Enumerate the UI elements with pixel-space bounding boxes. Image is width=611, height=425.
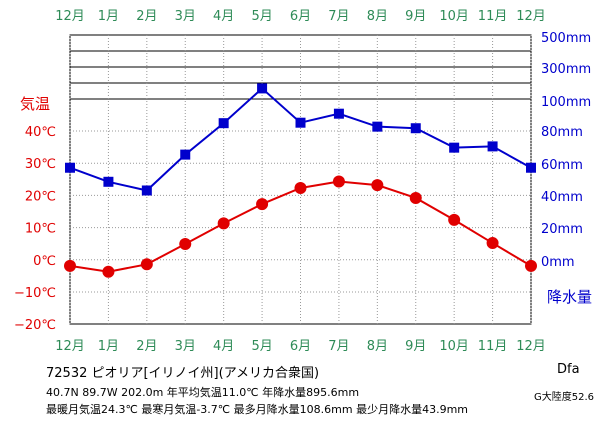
precipitation-axis: 500mm 300mm 100mm 80mm 60mm 40mm 20mm 0mm <box>541 31 591 270</box>
precipitation-point <box>257 83 268 94</box>
precipitation-point <box>372 121 383 132</box>
temperature-point <box>64 259 76 272</box>
precipitation-point <box>218 118 229 129</box>
month-label-bottom: 9月 <box>405 339 426 354</box>
precipitation-tick: 100mm <box>541 95 591 110</box>
station-stats-line2: 最暖月気温24.3℃ 最寒月気温-3.7℃ 最多月降水量108.6mm 最少月降… <box>46 403 468 416</box>
temperature-point <box>102 265 115 278</box>
precipitation-point <box>65 162 75 173</box>
month-label-bottom: 11月 <box>478 339 508 354</box>
precipitation-point <box>103 176 114 187</box>
precipitation-tick: 300mm <box>541 62 591 77</box>
continentality-index: G大陸度52.6 <box>534 392 595 403</box>
month-label-top: 11月 <box>478 9 508 24</box>
month-label-bottom: 12月 <box>55 339 85 354</box>
month-label-bottom: 6月 <box>290 339 311 354</box>
month-label-top: 6月 <box>290 9 311 24</box>
month-label-top: 4月 <box>213 9 234 24</box>
temperature-point <box>179 238 192 251</box>
temperature-tick: 30℃ <box>25 157 56 172</box>
month-label-top: 3月 <box>175 9 196 24</box>
precipitation-line <box>69 87 532 192</box>
temperature-point <box>140 258 153 271</box>
temperature-tick: 40℃ <box>25 125 56 140</box>
climate-code: Dfa <box>557 362 580 377</box>
temperature-point <box>486 237 499 250</box>
temperature-point <box>256 198 269 211</box>
precipitation-tick: 20mm <box>541 222 583 237</box>
month-label-top: 7月 <box>328 9 349 24</box>
precipitation-axis-label: 降水量 <box>547 288 592 306</box>
temperature-series <box>64 175 537 278</box>
precipitation-tick: 500mm <box>541 31 591 46</box>
station-name: 72532 ピオリア[イリノイ州](アメリカ合衆国) <box>46 366 320 381</box>
month-axis-bottom: 12月 1月 2月 3月 4月 5月 6月 7月 8月 9月 10月 11月 12月 <box>55 339 546 354</box>
precipitation-point <box>526 162 536 173</box>
temperature-tick: 10℃ <box>25 222 56 237</box>
temperature-point <box>332 175 345 188</box>
month-label-bottom: 7月 <box>328 339 349 354</box>
precipitation-tick: 40mm <box>541 190 583 205</box>
temperature-point <box>371 179 384 192</box>
precipitation-tick: 60mm <box>541 158 583 173</box>
temperature-tick: −10℃ <box>14 286 56 301</box>
month-label-top: 1月 <box>98 9 119 24</box>
station-stats-line1: 40.7N 89.7W 202.0m 年平均気温11.0℃ 年降水量895.6m… <box>46 386 360 399</box>
temperature-point <box>217 217 230 230</box>
precipitation-tick: 80mm <box>541 125 583 140</box>
month-label-bottom: 5月 <box>251 339 272 354</box>
temperature-tick: 20℃ <box>25 189 56 204</box>
month-label-top: 2月 <box>136 9 157 24</box>
month-label-top: 5月 <box>251 9 272 24</box>
temperature-tick: 0℃ <box>33 254 56 269</box>
precipitation-series <box>65 83 536 196</box>
precipitation-point <box>333 108 344 119</box>
month-label-bottom: 4月 <box>213 339 234 354</box>
precipitation-point <box>410 123 421 134</box>
precipitation-point <box>141 185 152 196</box>
temperature-tick: −20℃ <box>14 318 56 333</box>
precipitation-tick: 0mm <box>541 255 575 270</box>
temperature-axis-label: 気温 <box>20 95 50 113</box>
temperature-point <box>448 213 461 226</box>
precipitation-point <box>449 142 460 153</box>
month-label-bottom: 2月 <box>136 339 157 354</box>
month-label-top: 12月 <box>55 9 85 24</box>
month-axis-top: 12月 1月 2月 3月 4月 5月 6月 7月 8月 9月 10月 11月 12月 <box>55 9 546 24</box>
month-label-top: 10月 <box>439 9 469 24</box>
precipitation-point <box>180 149 191 160</box>
precipitation-point <box>487 141 498 152</box>
month-label-bottom: 8月 <box>367 339 388 354</box>
precipitation-point <box>295 117 306 128</box>
month-label-bottom: 3月 <box>175 339 196 354</box>
month-label-bottom: 10月 <box>439 339 469 354</box>
month-label-top: 8月 <box>367 9 388 24</box>
month-label-top: 12月 <box>516 9 546 24</box>
temperature-point <box>409 191 422 204</box>
temperature-axis: 40℃ 30℃ 20℃ 10℃ 0℃ −10℃ −20℃ <box>14 125 56 333</box>
month-label-top: 9月 <box>405 9 426 24</box>
grid <box>69 34 532 325</box>
temperature-point <box>294 181 307 194</box>
month-label-bottom: 12月 <box>516 339 546 354</box>
temperature-point <box>525 259 537 272</box>
month-label-bottom: 1月 <box>98 339 119 354</box>
